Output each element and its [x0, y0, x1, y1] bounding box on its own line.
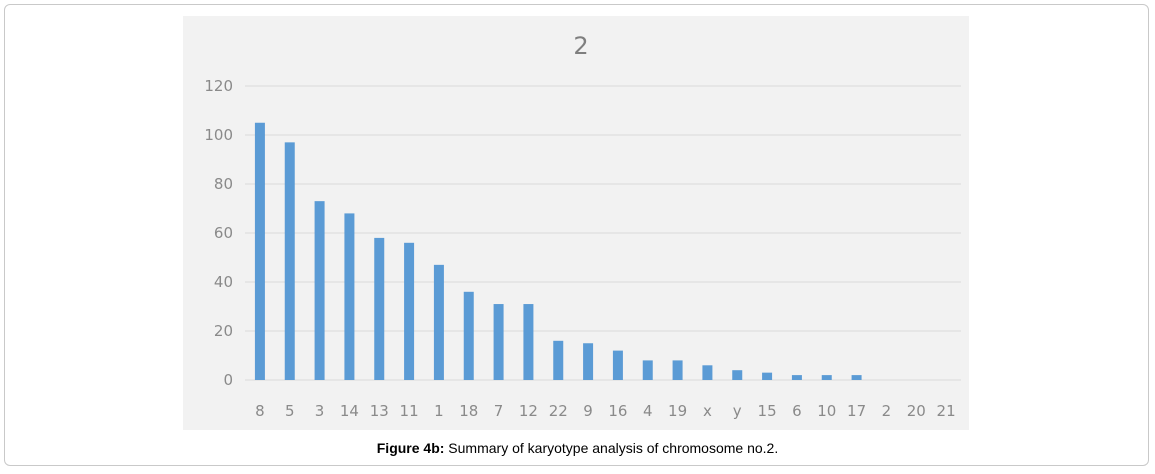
x-tick-label: 1: [434, 402, 444, 420]
x-tick-label: 18: [459, 402, 478, 420]
x-tick-label: 16: [608, 402, 627, 420]
bar-11: [404, 242, 415, 380]
bar-9: [583, 343, 594, 380]
bar-19: [672, 360, 683, 380]
bar-15: [762, 372, 773, 380]
bar-4: [642, 360, 653, 380]
x-tick-label: 13: [370, 402, 389, 420]
bar-22: [553, 340, 564, 380]
x-tick-label: 10: [817, 402, 836, 420]
chart-title: 2: [573, 32, 588, 60]
grid-lines: [245, 85, 961, 381]
bar-13: [374, 237, 385, 380]
x-axis-ticks: 8 5 3 14 13 11 1 18 7 12 22 9 16 4 19 x y 15 6 10 17 2 20 21: [255, 402, 955, 420]
bars: [254, 122, 862, 380]
y-tick-label: 80: [214, 175, 233, 193]
x-tick-label: 4: [643, 402, 653, 420]
x-tick-label: 2: [882, 402, 892, 420]
x-tick-label: 14: [340, 402, 359, 420]
x-tick-label: 6: [792, 402, 802, 420]
x-tick-label: 15: [758, 402, 777, 420]
bar-x: [702, 365, 713, 380]
bar-17: [851, 375, 862, 380]
bar-12: [523, 304, 534, 380]
y-tick-label: 20: [214, 322, 233, 340]
x-tick-label: 9: [583, 402, 593, 420]
bar-6: [791, 375, 802, 380]
x-tick-label: 17: [847, 402, 866, 420]
x-tick-label: 5: [285, 402, 295, 420]
figure-caption: Figure 4b: Summary of karyotype analysis…: [0, 440, 1155, 456]
bar-8: [254, 122, 265, 380]
x-tick-label: y: [733, 402, 742, 420]
y-tick-label: 120: [204, 77, 233, 95]
bar-3: [314, 201, 325, 380]
x-tick-label: 19: [668, 402, 687, 420]
chart-panel: 0 20 40 60 80 100 120 8 5 3 14 13 11 1 18 7 12 22 9 16 4 19 x…: [183, 16, 969, 430]
x-tick-label: 8: [255, 402, 265, 420]
x-tick-label: 3: [315, 402, 325, 420]
bar-14: [344, 213, 355, 380]
x-tick-label: 20: [907, 402, 926, 420]
y-tick-label: 100: [204, 126, 233, 144]
bar-16: [612, 350, 623, 380]
bar-1: [433, 264, 444, 380]
bar-10: [821, 375, 832, 380]
bar-5: [284, 142, 295, 380]
x-tick-label: 7: [494, 402, 504, 420]
bar-18: [463, 291, 474, 380]
y-tick-label: 40: [214, 273, 233, 291]
x-tick-label: x: [703, 402, 712, 420]
caption-text: Summary of karyotype analysis of chromos…: [444, 440, 779, 456]
y-tick-label: 0: [223, 371, 233, 389]
x-tick-label: 11: [400, 402, 419, 420]
caption-label: Figure 4b:: [376, 440, 445, 456]
y-axis-ticks: 0 20 40 60 80 100 120: [204, 77, 233, 389]
bar-7: [493, 304, 504, 380]
bar-y: [732, 370, 743, 380]
x-tick-label: 22: [549, 402, 568, 420]
x-tick-label: 21: [937, 402, 956, 420]
y-tick-label: 60: [214, 224, 233, 242]
x-tick-label: 12: [519, 402, 538, 420]
